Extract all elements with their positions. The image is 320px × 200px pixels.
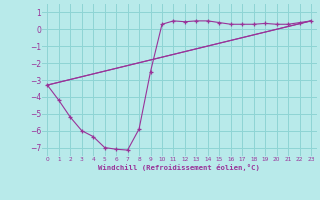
X-axis label: Windchill (Refroidissement éolien,°C): Windchill (Refroidissement éolien,°C) bbox=[98, 164, 260, 171]
